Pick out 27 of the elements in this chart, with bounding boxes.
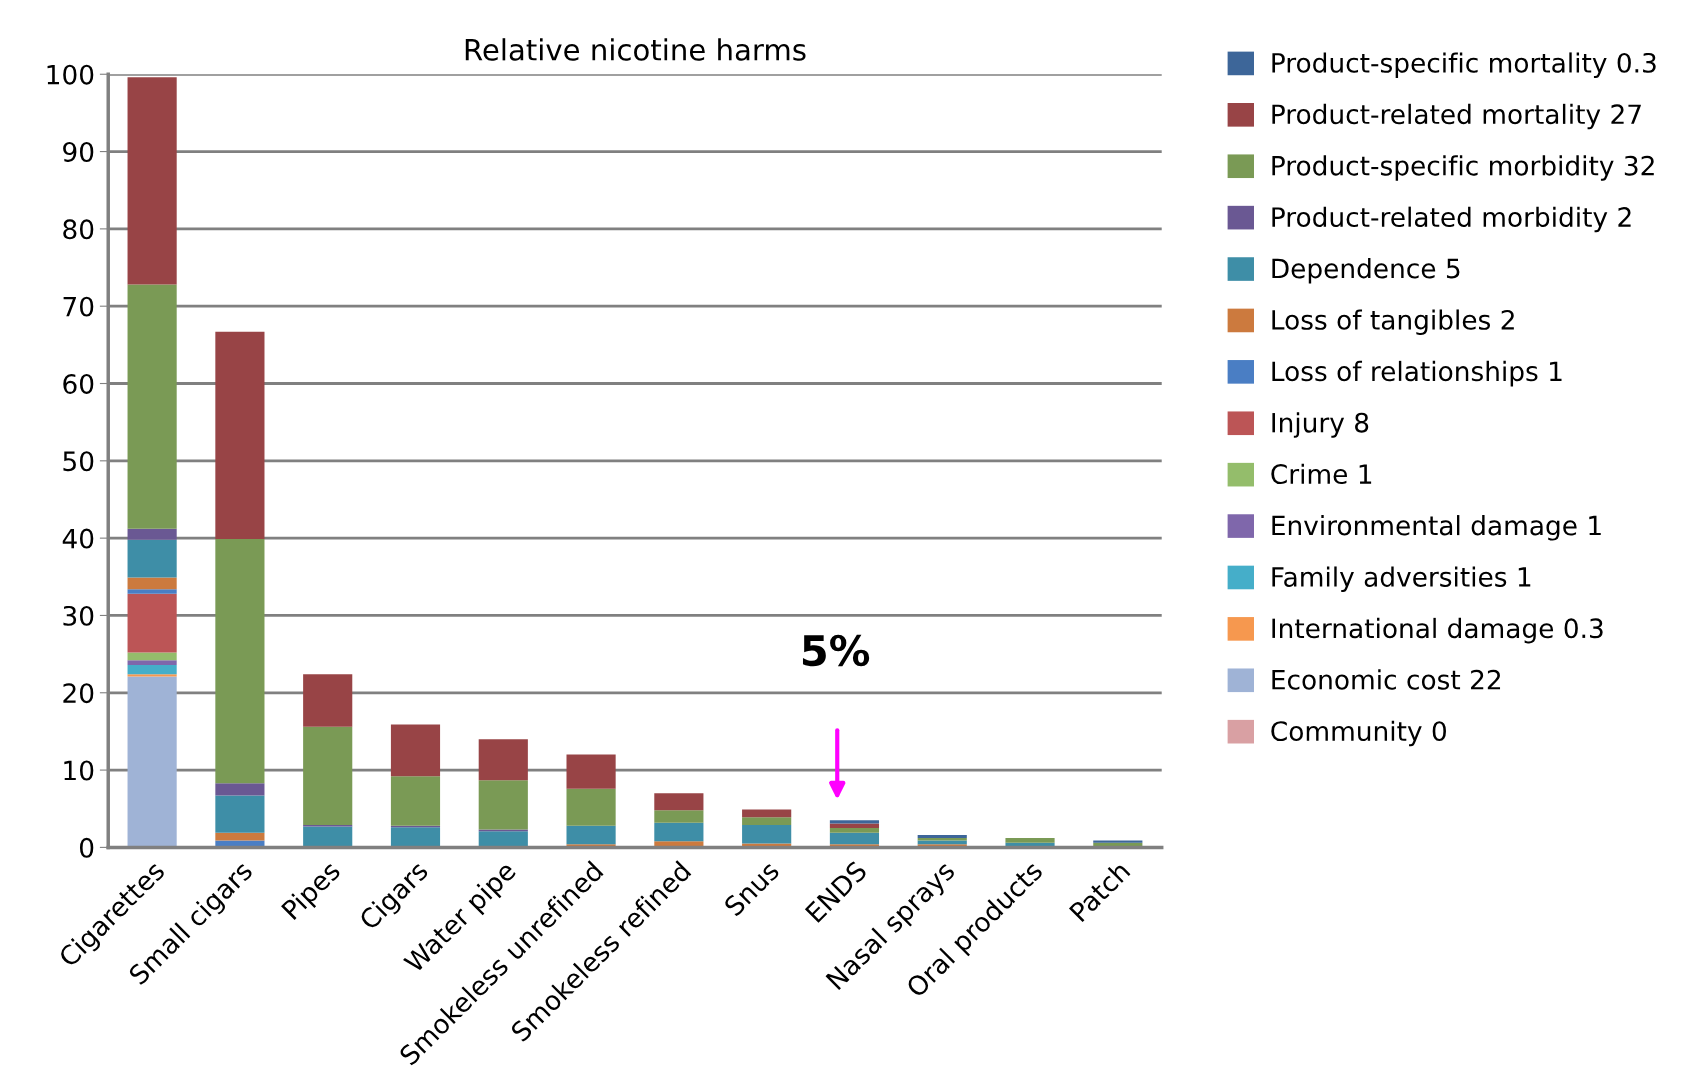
legend-label: Loss of tangibles 2 [1272, 309, 1514, 335]
legend-label: Economic cost 22 [1272, 669, 1501, 690]
legend-label: Product-related mortality 27 [1272, 103, 1641, 130]
y-tick-label: 40 [62, 528, 94, 549]
legend-label: International damage 0.3 [1272, 617, 1603, 644]
y-tick-label: 90 [63, 142, 94, 162]
y-tick-label: 20 [63, 683, 94, 704]
y-tick-label: 50 [63, 451, 94, 472]
y-tick-label: 100 [47, 64, 94, 85]
legend-label: Loss of relationships 1 [1272, 360, 1562, 387]
annotation: 5% [802, 634, 870, 667]
legend-label: Family adversities 1 [1272, 566, 1531, 592]
chart-title: Relative nicotine harms [465, 38, 806, 61]
legend-label: Dependence 5 [1272, 258, 1460, 284]
legend-label: Product-specific morbidity 32 [1272, 155, 1654, 181]
y-tick-label: 80 [63, 219, 94, 240]
y-tick-label: 0 [79, 837, 94, 858]
legend-label: Crime 1 [1271, 463, 1372, 485]
y-tick-label: 70 [63, 296, 94, 317]
legend-label: Community 0 [1271, 720, 1446, 747]
legend-label: Injury 8 [1272, 412, 1369, 438]
y-tick-label: 60 [63, 373, 94, 394]
legend-label: Product-related morbidity 2 [1272, 206, 1631, 233]
legend-label: Product-specific mortality 0.3 [1272, 52, 1656, 78]
legend-label: Environmental damage 1 [1272, 515, 1601, 541]
y-tick-label: 30 [63, 605, 94, 626]
y-tick-label: 10 [64, 760, 94, 781]
